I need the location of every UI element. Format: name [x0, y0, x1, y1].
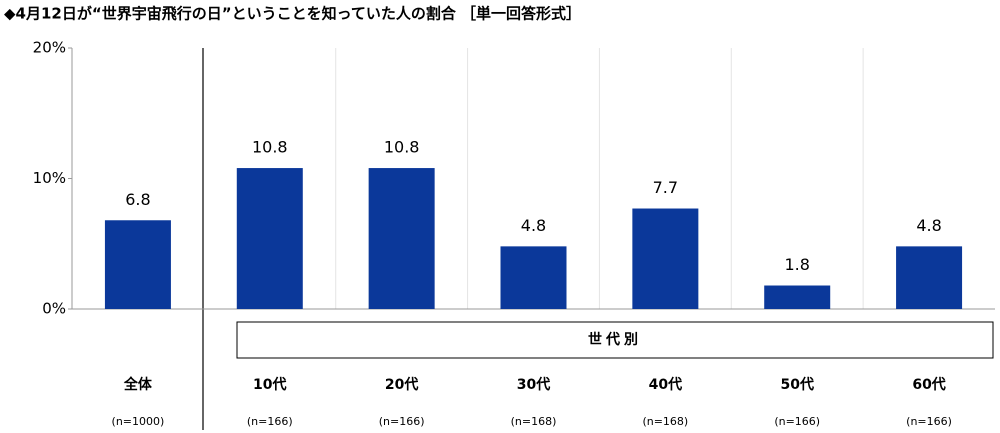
group-label: 世代別	[588, 331, 642, 348]
y-tick-label: 10%	[33, 169, 66, 187]
bar	[632, 208, 699, 309]
sample-size: (n=168)	[511, 415, 557, 428]
sample-size: (n=166)	[906, 415, 952, 428]
x-tick-label: 50代	[780, 376, 813, 393]
x-tick-label: 20代	[385, 376, 418, 393]
x-tick-label: 60代	[912, 376, 945, 393]
x-tick-label: 10代	[253, 376, 286, 393]
sample-size: (n=166)	[774, 415, 820, 428]
group-box	[236, 321, 994, 359]
sample-size: (n=166)	[379, 415, 425, 428]
y-tick-label: 0%	[42, 300, 66, 318]
chart-title: ◆4月12日が“世界宇宙飛行の日”ということを知っていた人の割合 ［単一回答形式…	[4, 5, 581, 23]
sample-size: (n=1000)	[112, 415, 165, 428]
bar	[896, 246, 963, 309]
bar	[104, 220, 171, 309]
data-label: 4.8	[521, 216, 546, 235]
bar	[236, 168, 303, 309]
sample-size: (n=166)	[247, 415, 293, 428]
data-label: 4.8	[916, 216, 941, 235]
bar	[500, 246, 567, 309]
data-label: 10.8	[252, 138, 288, 157]
x-tick-label: 全体	[123, 376, 153, 393]
y-tick-label: 20%	[33, 39, 66, 57]
x-tick-label: 30代	[517, 376, 550, 393]
sample-size: (n=168)	[642, 415, 688, 428]
data-label: 10.8	[384, 138, 420, 157]
data-label: 7.7	[653, 178, 678, 197]
data-label: 1.8	[784, 255, 809, 274]
data-label: 6.8	[125, 190, 150, 209]
bar	[764, 285, 831, 309]
bar	[368, 168, 435, 309]
x-tick-label: 40代	[649, 376, 682, 393]
